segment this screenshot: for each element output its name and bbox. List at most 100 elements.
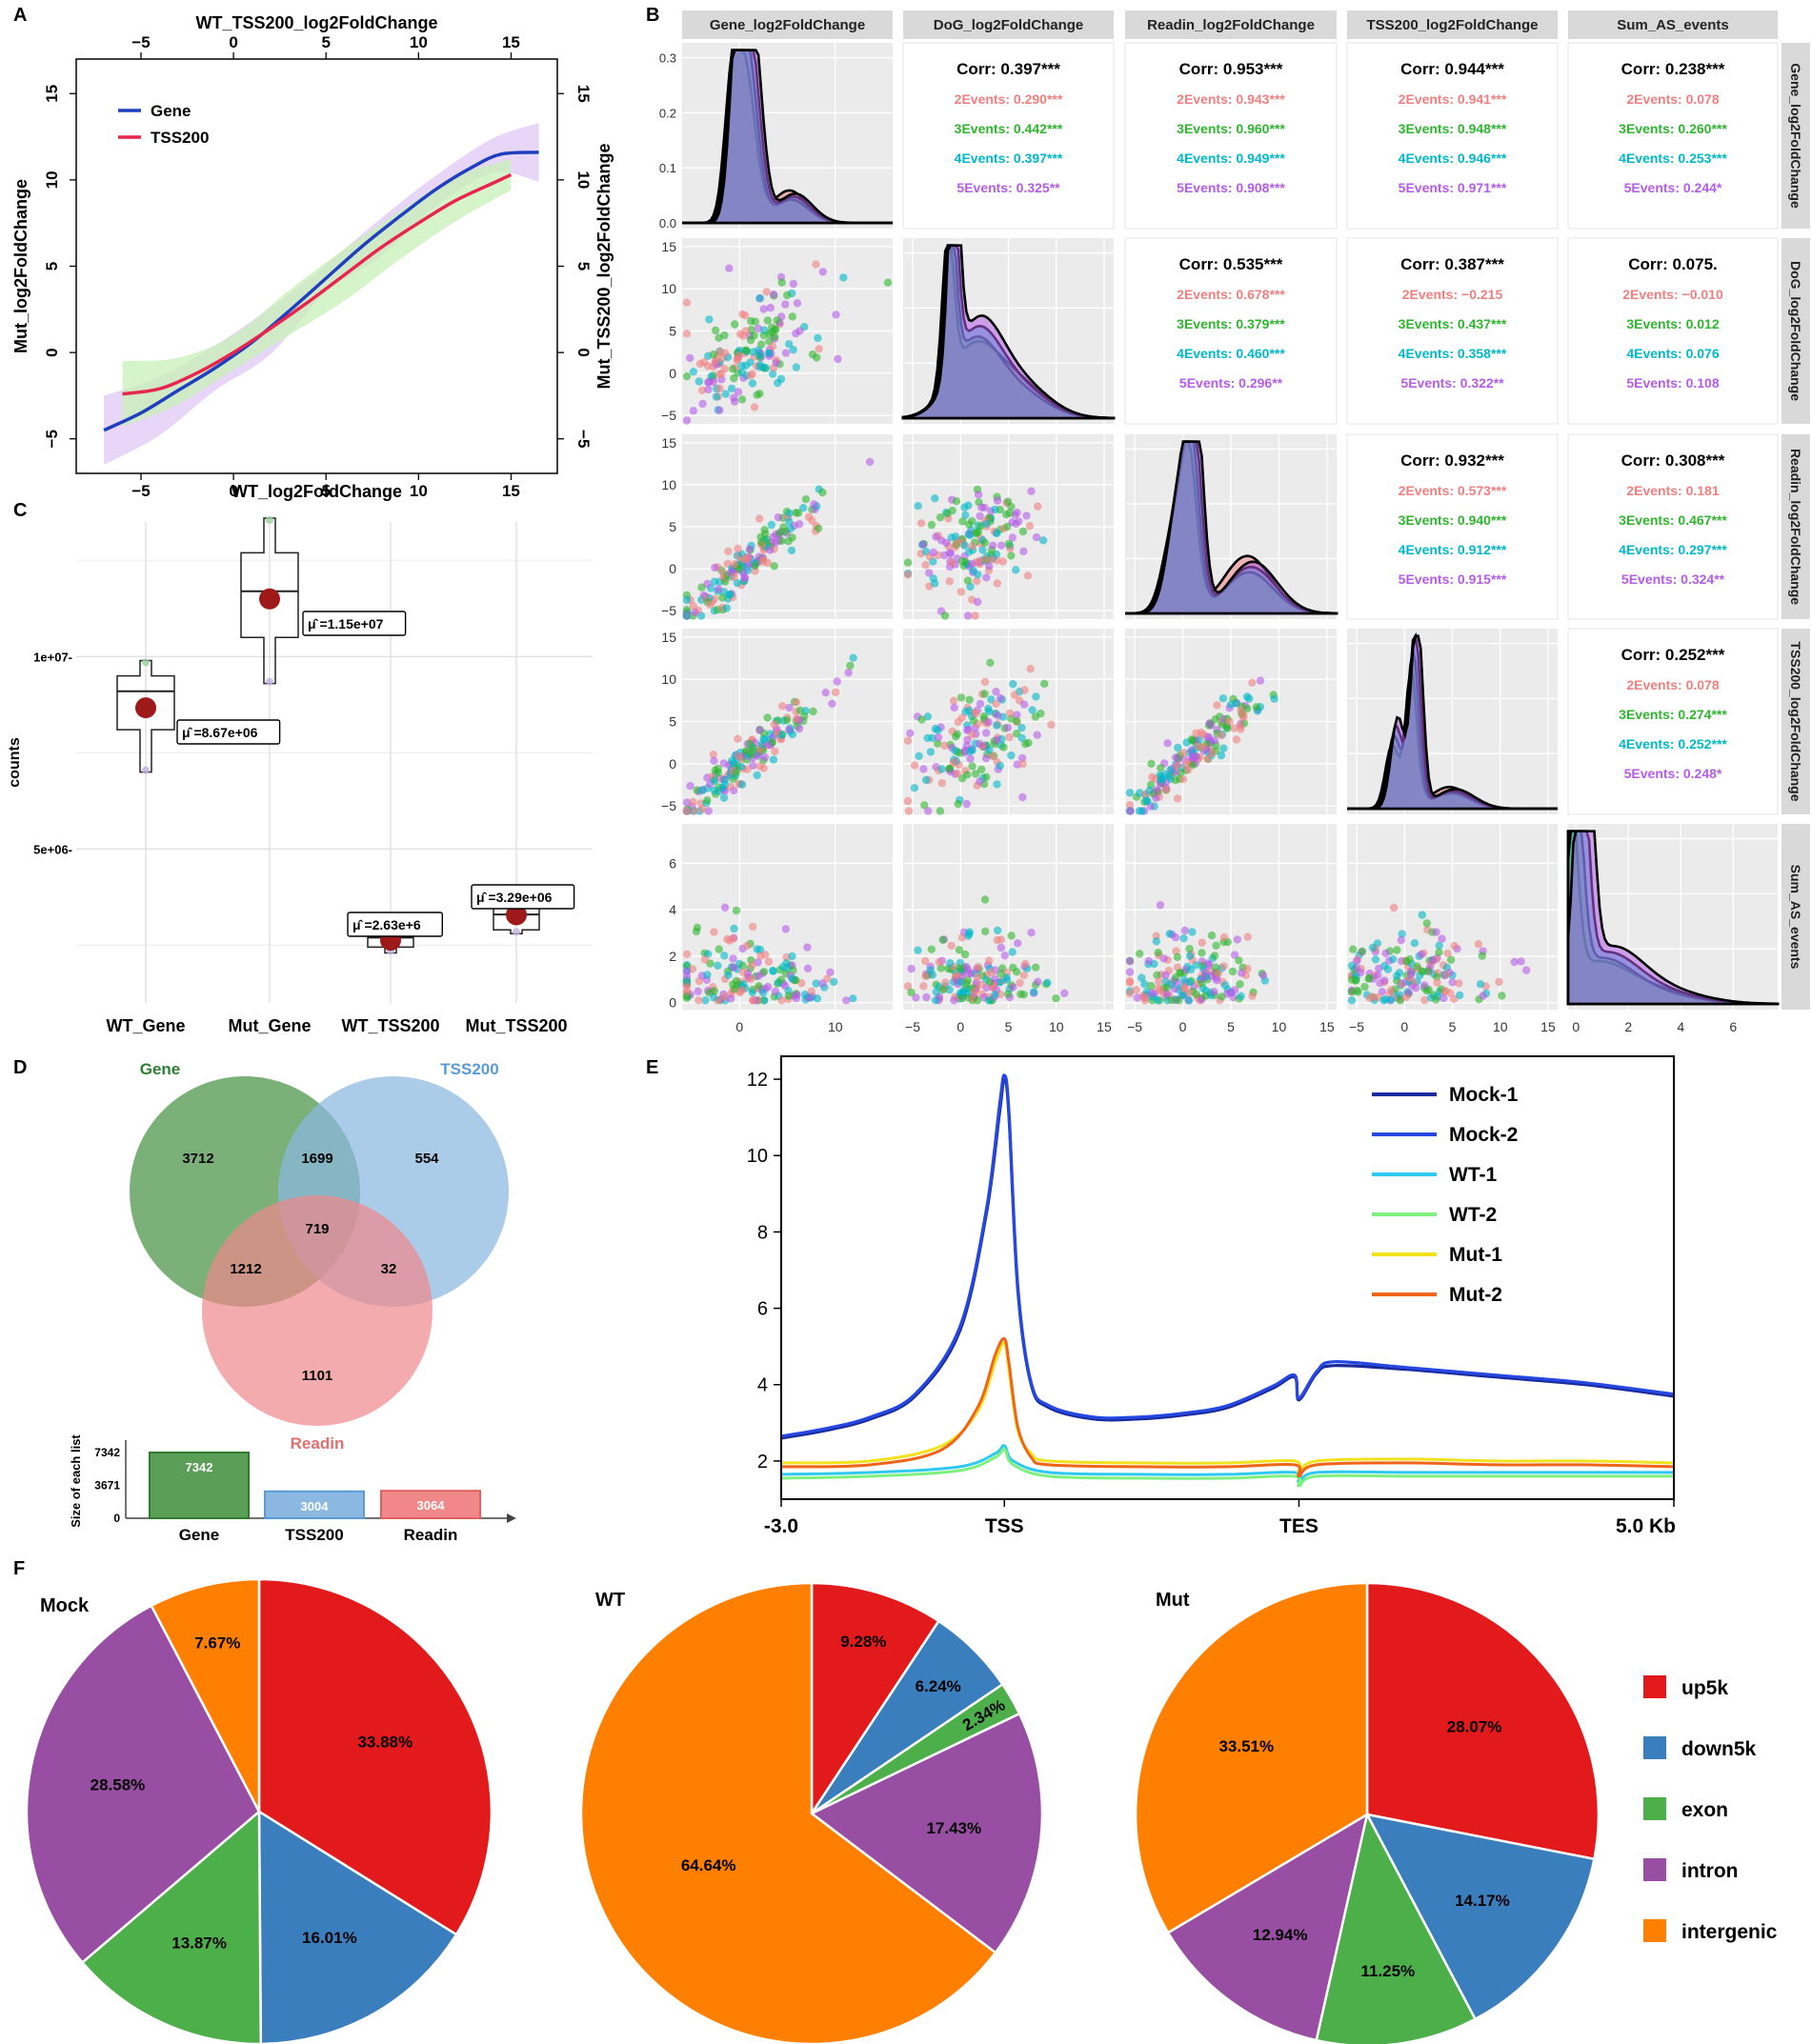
scatter-point — [961, 511, 970, 519]
scatter-point — [776, 374, 786, 384]
scatter-point — [776, 975, 786, 984]
scatter-point — [691, 608, 699, 617]
scatter-point — [1143, 797, 1152, 806]
scatter-point — [842, 996, 851, 1005]
scatter-point — [682, 807, 692, 815]
x-tick-label: 0 — [735, 1019, 743, 1034]
scatter-point — [710, 987, 718, 995]
x-tick-label: 5 — [1005, 1019, 1013, 1034]
panel-label-c: C — [13, 500, 27, 521]
x-tick-label: 6 — [1729, 1019, 1737, 1034]
scatter-point — [936, 513, 945, 522]
scatter-point — [1186, 965, 1196, 974]
scatter-point — [1034, 502, 1042, 511]
scatter-point — [737, 395, 747, 404]
scatter-point — [1136, 789, 1144, 797]
scatter-point — [994, 926, 1002, 935]
x-tick-label: 0 — [229, 482, 237, 500]
y-tick-label: 10 — [43, 170, 61, 189]
scatter-point — [1420, 995, 1429, 1005]
scatter-point — [1230, 951, 1239, 959]
scatter-point — [1185, 978, 1195, 987]
profile-mock-2 — [780, 1073, 1675, 1438]
density-curve — [1566, 830, 1780, 1006]
scatter-point — [1125, 968, 1135, 976]
scatter-point — [792, 698, 801, 707]
scatter-point — [693, 923, 702, 932]
corr-group: 3Events: 0.437*** — [1399, 316, 1507, 331]
scatter-point — [1037, 709, 1045, 718]
y-tick-label: 15 — [661, 435, 676, 451]
scatter-point — [738, 310, 747, 319]
bar-value-label: 3004 — [301, 1499, 330, 1513]
scatter-point — [1007, 932, 1016, 940]
legend-label: Mock-1 — [1449, 1084, 1519, 1106]
corr-cell — [1567, 433, 1779, 620]
scatter-point — [738, 968, 748, 976]
scatter-point — [987, 968, 996, 976]
plot-bg — [76, 522, 593, 1003]
scatter-point — [1203, 754, 1213, 763]
scatter-point — [903, 982, 913, 991]
x-tick-label: −5 — [131, 482, 150, 500]
scatter-point — [814, 524, 823, 532]
scatter-point — [1192, 990, 1200, 999]
venn-region-count: 554 — [414, 1151, 439, 1167]
scatter-point — [934, 739, 942, 748]
legend-label: WT-1 — [1449, 1164, 1497, 1186]
scatter-point — [785, 509, 794, 518]
scatter-point — [1217, 731, 1226, 740]
scatter-point — [975, 739, 984, 749]
scatter-point — [1004, 990, 1013, 998]
scatter-point — [958, 517, 967, 526]
x-tick-label: 5 — [1227, 1019, 1235, 1034]
scatter-point — [1021, 959, 1030, 969]
scatter-point — [950, 703, 958, 712]
scatter-point — [981, 555, 990, 564]
y-tick-label: 15 — [43, 85, 61, 103]
scatter-point — [815, 345, 823, 353]
corr-group: 3Events: 0.442*** — [955, 121, 1063, 136]
scatter-point — [711, 563, 719, 572]
x-tick-label: 10 — [1049, 1019, 1064, 1034]
scatter-point — [720, 903, 730, 912]
scatter-point — [1243, 964, 1252, 973]
scatter-point — [1133, 993, 1141, 1002]
scatter-point — [778, 963, 788, 972]
scatter-point — [1410, 939, 1419, 948]
scatter-point — [682, 606, 692, 614]
scatter-point — [980, 895, 990, 904]
scatter-point — [1212, 941, 1220, 950]
scatter-point — [709, 350, 718, 359]
series-tss200 — [122, 172, 513, 396]
scatter-point — [812, 260, 820, 269]
right-y-tick-label: 5 — [574, 262, 593, 271]
profile-mut-2 — [780, 1336, 1675, 1478]
scatter-point — [723, 934, 732, 944]
scatter-point — [1156, 901, 1165, 910]
scatter-point — [920, 801, 929, 810]
scatter-point — [718, 593, 727, 602]
scatter-point — [739, 555, 748, 564]
y-tick-label: 0.2 — [659, 106, 676, 120]
right-y-tick-label: 10 — [574, 170, 593, 189]
scatter-point — [1401, 992, 1411, 1002]
scatter-point — [1422, 919, 1432, 928]
scatter-point — [1204, 959, 1213, 968]
scatter-point — [785, 703, 794, 712]
scatter-point — [985, 746, 994, 754]
right-y-tick-label: −5 — [574, 430, 593, 448]
scatter-point — [704, 385, 713, 394]
scatter-point — [1173, 761, 1181, 770]
scatter-point — [1132, 986, 1140, 994]
x-tick-label: 15 — [1540, 1019, 1556, 1034]
scatter-point — [1236, 980, 1244, 989]
scatter-point — [981, 754, 991, 763]
scatter-point — [934, 726, 942, 734]
scatter-point — [956, 978, 965, 987]
scatter-point — [992, 688, 1000, 696]
scatter-point — [1019, 547, 1028, 556]
scatter-point — [1423, 967, 1433, 975]
strip-top-label: TSS200_log2FoldChange — [1366, 17, 1538, 33]
corr-overall: Corr: 0.238*** — [1621, 60, 1725, 78]
